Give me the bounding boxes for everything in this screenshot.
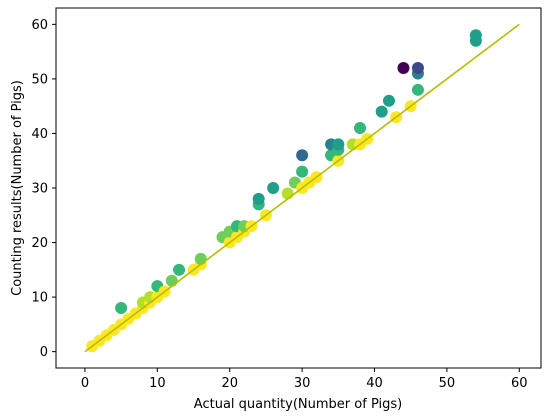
x-axis-label: Actual quantity(Number of Pigs) [194,397,402,412]
y-tick-label-30: 30 [31,182,48,197]
scatter-point-15 [165,274,178,287]
x-tick-label-40: 40 [366,376,383,391]
scatter-point-43 [332,138,345,151]
x-tick-label-60: 60 [511,376,528,391]
y-axis-label: Counting results(Number of Pigs) [10,80,25,296]
scatter-point-49 [382,94,395,107]
y-tick-label-10: 10 [31,291,48,306]
scatter-point-57 [469,29,482,42]
x-tick-label-30: 30 [294,376,311,391]
y-axis: 0 10 20 30 40 50 60 [31,18,56,360]
y-tick-label-20: 20 [31,236,48,251]
scatter-point-48 [375,105,388,118]
scatter-point-51 [397,62,410,74]
scatter-point-55 [411,62,424,74]
x-tick-label-0: 0 [81,376,89,391]
scatter-point-35 [296,165,309,178]
scatter-point-19 [194,252,207,265]
scatter-point-53 [411,83,424,96]
x-tick-label-10: 10 [149,376,166,391]
x-axis: 0 10 20 30 40 50 60 [81,368,528,391]
scatter-point-32 [281,187,294,200]
y-tick-label-60: 60 [31,18,48,33]
x-tick-label-20: 20 [221,376,238,391]
scatter-point-29 [252,192,265,205]
scatter-point-36 [296,149,309,162]
identity-line [84,23,520,353]
scatter-point-16 [173,263,186,276]
line-layer [84,23,520,353]
y-tick-label-0: 0 [40,345,48,360]
y-tick-label-40: 40 [31,127,48,142]
scatter-point-5 [115,302,128,314]
scatter-point-46 [354,122,367,134]
scatter-point-31 [267,182,280,194]
x-tick-label-50: 50 [439,376,456,391]
y-tick-label-50: 50 [31,72,48,87]
